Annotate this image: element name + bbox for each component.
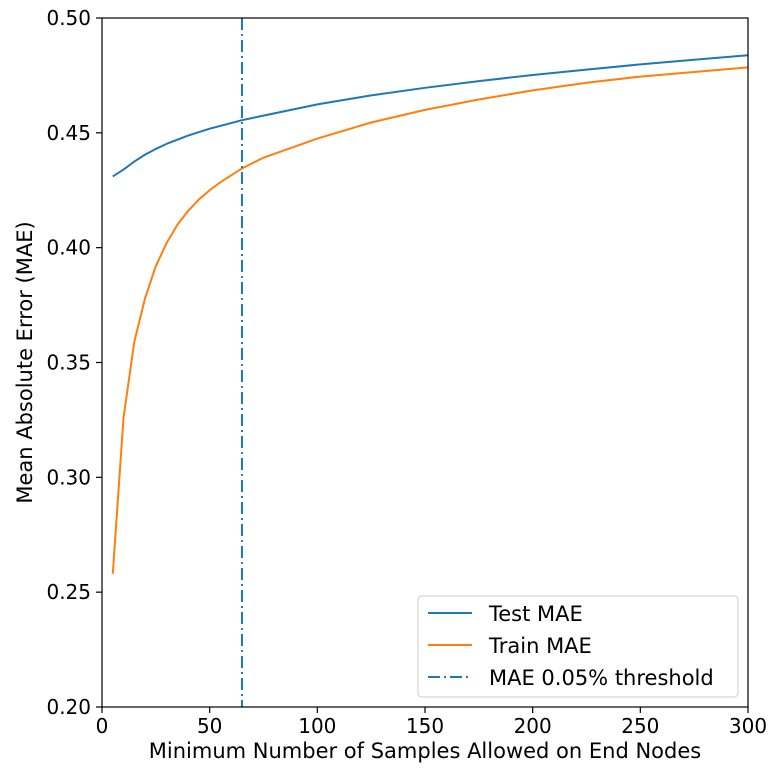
y-axis: 0.20 0.25 0.30 0.35 0.40 0.45 0.50 <box>46 6 102 719</box>
legend-label: MAE 0.05% threshold <box>489 666 714 690</box>
x-tick-label: 150 <box>406 714 444 738</box>
y-tick-label: 0.30 <box>46 465 91 489</box>
x-tick-label: 0 <box>96 714 109 738</box>
train-mae-line <box>111 66 749 574</box>
y-tick-label: 0.25 <box>46 580 91 604</box>
x-tick-label: 250 <box>621 714 659 738</box>
test-mae-line <box>112 54 749 178</box>
y-tick-label: 0.45 <box>46 121 91 145</box>
y-tick-label: 0.40 <box>46 236 91 260</box>
y-tick-label: 0.50 <box>46 6 91 30</box>
x-tick-label: 100 <box>298 714 336 738</box>
x-tick-label: 200 <box>514 714 552 738</box>
x-tick-label: 300 <box>729 714 767 738</box>
plot-area <box>111 18 749 707</box>
x-axis-label: Minimum Number of Samples Allowed on End… <box>149 739 701 763</box>
legend-label: Train MAE <box>488 634 592 658</box>
legend-box <box>417 595 739 698</box>
y-tick-label: 0.35 <box>46 351 91 375</box>
x-tick-label: 50 <box>197 714 222 738</box>
legend: Test MAE Train MAE MAE 0.05% threshold <box>417 595 739 698</box>
series-layer <box>111 18 749 707</box>
y-tick-label: 0.20 <box>46 695 91 719</box>
y-axis-label: Mean Absolute Error (MAE) <box>13 221 37 503</box>
x-axis: 0 50 100 150 200 250 300 <box>96 707 767 738</box>
legend-label: Test MAE <box>488 602 583 626</box>
